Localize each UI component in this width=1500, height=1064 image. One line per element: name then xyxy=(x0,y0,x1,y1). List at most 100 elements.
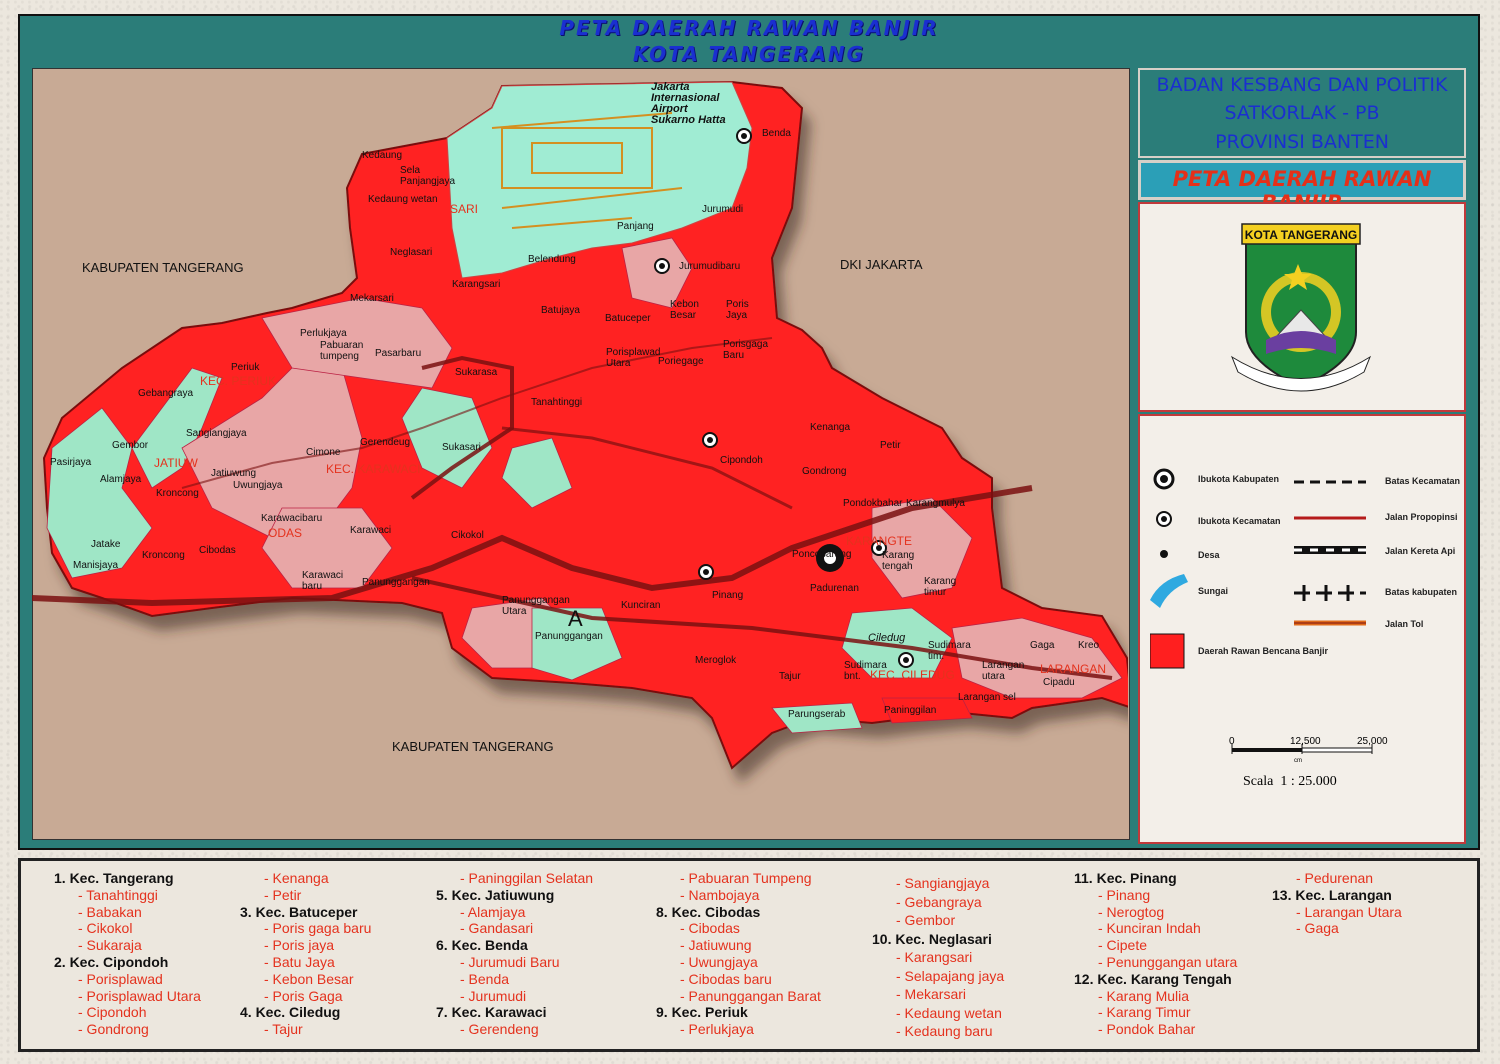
village-item: - Penunggangan utara xyxy=(1098,953,1238,970)
legend-label: Jalan Tol xyxy=(1385,619,1424,629)
district-heading: 8. Kec. Cibodas xyxy=(656,903,761,920)
village-label: Benda xyxy=(762,128,791,139)
legend-label: Ibukota Kecamatan xyxy=(1198,516,1281,526)
kec-larangan-label: LARANGAN xyxy=(1040,662,1107,676)
village-label: Cimone xyxy=(306,447,341,458)
village-label: Tanahtinggi xyxy=(531,397,583,408)
village-label: Larangan sel xyxy=(958,692,1016,703)
village-item: - Pabuaran Tumpeng xyxy=(680,870,812,886)
village-label: Kedaung wetan xyxy=(368,194,438,205)
road-network xyxy=(32,337,1113,680)
village-label: Poncoparang xyxy=(792,549,852,560)
village-label: Meroglok xyxy=(695,655,737,666)
kec-neglasari-label: SARI xyxy=(450,202,479,216)
village-label: Cibodas xyxy=(199,545,236,556)
capital-markers xyxy=(654,128,914,668)
village-label: Cipondoh xyxy=(720,455,763,466)
agency-line1: BADAN KESBANG DAN POLITIK xyxy=(1156,74,1448,96)
side-title-box xyxy=(1138,160,1466,200)
village-label: Jurumudibaru xyxy=(679,261,741,272)
village-label: Kenanga xyxy=(810,422,851,433)
village-label: Kebon Besar xyxy=(670,299,699,321)
village-label: Perlukjaya xyxy=(300,328,347,339)
non-flood-zones xyxy=(46,237,1123,734)
village-item: - Porisplawad Utara xyxy=(78,987,201,1004)
village-label: Sangiangjaya xyxy=(186,428,247,439)
village-label: Jurumudi xyxy=(702,204,744,215)
village-item: - Panunggangan Barat xyxy=(680,987,821,1004)
village-item: - Nambojaya xyxy=(680,886,760,903)
village-label: Sudimara tim. xyxy=(928,640,971,662)
village-label: Neglasari xyxy=(390,247,433,258)
village-item: - Karangsari xyxy=(896,949,973,965)
district-heading: 6. Kec. Benda xyxy=(436,937,528,954)
scale-tick-1: 12,500 xyxy=(1290,736,1321,747)
village-label: Cipadu xyxy=(1043,677,1075,688)
village-item: - Poris Gaga xyxy=(264,987,343,1004)
kec-karangtengah-label: KARANGTE xyxy=(846,534,913,548)
kec-jatiuwung-label: JATIUW xyxy=(154,456,198,470)
village-label: Petir xyxy=(880,440,901,451)
village-item: - Petir xyxy=(264,886,302,903)
village-item: - Gandasari xyxy=(460,920,534,937)
scale-bar xyxy=(1231,744,1373,754)
village-label: Pasirjaya xyxy=(50,457,92,468)
district-column-6: 11. Kec. Pinang - Pinang - Nerogtog - Ku… xyxy=(1074,870,1237,1038)
village-label: Panunggangan Utara xyxy=(502,595,570,617)
village-label: Kroncong xyxy=(156,488,199,499)
district-column-5: - Sangiangjaya - Gebangraya - Gembor 10.… xyxy=(872,874,1004,1041)
ciledug-label: Ciledug xyxy=(868,632,906,644)
village-item: - Benda xyxy=(460,970,510,987)
point-a-label: A xyxy=(568,606,583,631)
map-title-line2: KOTA TANGERANG xyxy=(632,42,866,66)
flood-area-icon xyxy=(1150,633,1185,669)
village-label: Karawaci baru xyxy=(302,570,344,592)
village-item: - Kunciran Indah xyxy=(1098,920,1201,937)
dki-jakarta-label: DKI JAKARTA xyxy=(840,257,923,272)
village-label: Panunggangan xyxy=(362,577,430,588)
village-item: - Cikokol xyxy=(78,920,133,937)
legend-label: Jalan Propopinsi xyxy=(1385,512,1458,522)
village-label: Pinang xyxy=(712,590,744,601)
district-column-3: - Paninggilan Selatan 5. Kec. Jatiuwung … xyxy=(436,870,593,1038)
village-label: Karangsari xyxy=(452,279,501,290)
village-label: Porisplawad Utara xyxy=(606,347,661,369)
kab-tangerang-nw-label: KABUPATEN TANGERANG xyxy=(82,260,244,275)
village-label: Gebangraya xyxy=(138,388,194,399)
village-label: Manisjaya xyxy=(73,560,119,571)
scale-text: Scala 1 : 25.000 xyxy=(1243,774,1337,789)
agency-line3: PROVINSI BANTEN xyxy=(1215,131,1389,153)
legend-icons-right xyxy=(1294,480,1366,626)
map-title-line1: PETA DAERAH RAWAN BANJIR xyxy=(559,16,939,40)
district-heading: 5. Kec. Jatiuwung xyxy=(436,886,555,903)
district-heading: 12. Kec. Karang Tengah xyxy=(1074,970,1232,987)
village-label: Gaga xyxy=(1030,640,1055,651)
village-item: - Gondrong xyxy=(78,1021,149,1038)
village-label: Jatake xyxy=(91,539,121,550)
legend-label: Batas kabupaten xyxy=(1385,587,1458,597)
village-item: - Babakan xyxy=(78,903,142,920)
village-icon xyxy=(1160,550,1168,558)
village-item: - Nerogtog xyxy=(1098,903,1165,920)
airport-label: Jakarta Internasional Airport Sukarno Hatta xyxy=(651,81,726,126)
village-item: - Kedaung baru xyxy=(896,1023,993,1039)
village-label: Parungserab xyxy=(788,709,846,720)
village-item: - Batu Jaya xyxy=(264,953,335,970)
kec-ciledug-label: KEC. CILEDUG xyxy=(870,668,955,682)
village-item: - Kebon Besar xyxy=(264,970,354,987)
village-label: Karang timur xyxy=(924,576,957,598)
village-item: - Gebangraya xyxy=(896,893,982,910)
village-item: - Gaga xyxy=(1296,920,1339,937)
district-column-2: - Kenanga - Petir 3. Kec. Batuceper - Po… xyxy=(240,870,371,1038)
village-item: - Cibodas xyxy=(680,920,740,937)
village-label: Mekarsari xyxy=(350,293,394,304)
village-item: - Jatiuwung xyxy=(680,937,752,954)
village-item: - Jurumudi Baru xyxy=(460,953,560,970)
village-label: Belendung xyxy=(528,254,576,265)
legend-label: Desa xyxy=(1198,550,1220,560)
village-item: - Cipete xyxy=(1098,937,1148,954)
village-label: Periuk xyxy=(231,362,260,373)
village-label: Cikokol xyxy=(451,530,484,541)
village-label: Sukasari xyxy=(442,442,481,453)
village-label: Karawaci xyxy=(350,525,392,536)
